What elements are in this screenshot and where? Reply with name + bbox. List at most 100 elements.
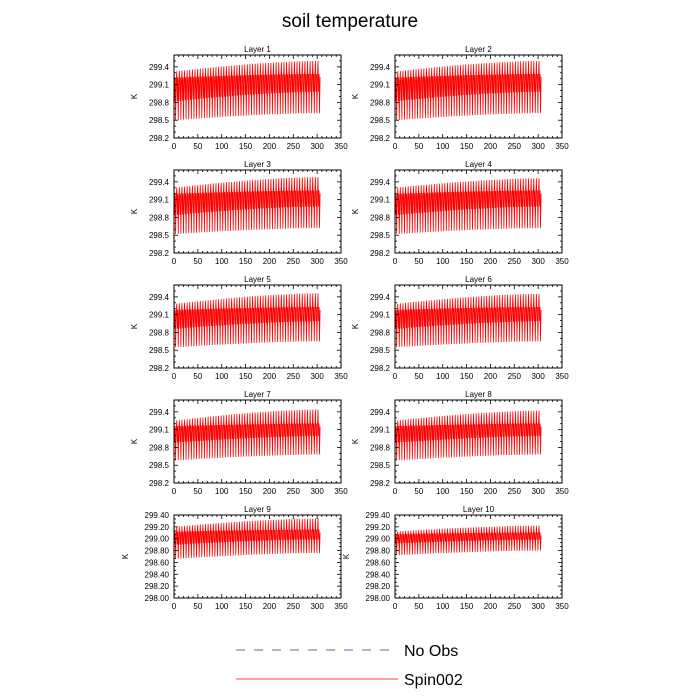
y-axis-label: K <box>351 93 360 99</box>
y-tick-label: 299.20 <box>145 523 170 532</box>
y-tick-label: 298.5 <box>149 346 170 355</box>
legend-item-spin002: Spin002 <box>236 672 463 689</box>
x-tick-label: 200 <box>484 372 498 381</box>
y-axis-label: K <box>351 323 360 329</box>
y-tick-label: 298.00 <box>145 594 170 603</box>
x-tick-label: 50 <box>414 257 423 266</box>
y-tick-label: 299.1 <box>149 426 170 435</box>
plot-frame <box>173 514 342 599</box>
x-tick-label: 250 <box>287 142 301 151</box>
y-axis-label: K <box>351 208 360 214</box>
x-tick-label: 100 <box>436 372 450 381</box>
y-axis-label: K <box>121 553 130 559</box>
y-tick-label: 299.4 <box>370 293 391 302</box>
panel-title: Layer 6 <box>465 275 492 284</box>
x-tick-label: 150 <box>239 257 253 266</box>
panel-9: Layer 9 0 50 100 150 200 250 300 350 298.00 298.20… <box>121 505 348 611</box>
panel-1: Layer 1 0 50 100 150 200 250 300 350 298.2 298.5 29… <box>130 45 348 151</box>
y-tick-label: 299.20 <box>366 523 391 532</box>
x-tick-label: 350 <box>555 602 569 611</box>
y-tick-label: 298.5 <box>149 461 170 470</box>
x-tick-label: 300 <box>531 602 545 611</box>
x-tick-label: 50 <box>193 602 202 611</box>
y-tick-label: 299.40 <box>366 511 391 520</box>
y-tick-label: 298.2 <box>149 249 170 258</box>
panel-8: Layer 8 0 50 100 150 200 250 300 350 298.2 298.5 29… <box>351 390 569 496</box>
x-tick-label: 300 <box>310 142 324 151</box>
x-tick-label: 0 <box>172 257 177 266</box>
x-tick-label: 50 <box>414 142 423 151</box>
x-tick-label: 300 <box>310 602 324 611</box>
x-tick-label: 0 <box>393 487 398 496</box>
panel-6: Layer 6 0 50 100 150 200 250 300 350 298.2 298.5 29… <box>351 275 569 381</box>
x-tick-label: 0 <box>172 142 177 151</box>
x-tick-label: 350 <box>555 257 569 266</box>
x-tick-label: 100 <box>215 487 229 496</box>
legend-label: No Obs <box>404 643 458 660</box>
x-tick-label: 50 <box>193 372 202 381</box>
y-tick-label: 298.60 <box>145 558 170 567</box>
x-tick-label: 100 <box>436 142 450 151</box>
y-tick-label: 298.40 <box>366 570 391 579</box>
y-tick-label: 298.80 <box>366 547 391 556</box>
y-axis-label: K <box>130 208 139 214</box>
panel-title: Layer 3 <box>244 160 271 169</box>
panel-3: Layer 3 0 50 100 150 200 250 300 350 298.2 298.5 29… <box>130 160 348 266</box>
x-tick-label: 250 <box>508 372 522 381</box>
x-tick-label: 50 <box>193 487 202 496</box>
x-tick-label: 350 <box>555 372 569 381</box>
x-tick-label: 100 <box>215 372 229 381</box>
x-tick-label: 150 <box>239 142 253 151</box>
series-line-spin002 <box>394 293 542 369</box>
y-tick-label: 298.8 <box>149 328 170 337</box>
y-tick-label: 298.5 <box>370 231 391 240</box>
x-tick-label: 200 <box>484 257 498 266</box>
series-line-spin002 <box>173 409 321 484</box>
x-tick-label: 200 <box>263 602 277 611</box>
series-line-spin002 <box>394 525 542 599</box>
x-tick-label: 300 <box>310 257 324 266</box>
x-tick-label: 150 <box>460 487 474 496</box>
y-tick-label: 298.40 <box>145 570 170 579</box>
x-tick-label: 100 <box>215 602 229 611</box>
legend-item-no-obs: No Obs <box>236 643 458 660</box>
panel-2: Layer 2 0 50 100 150 200 250 300 350 298.2 298.5 29… <box>351 45 569 151</box>
y-tick-label: 298.5 <box>370 346 391 355</box>
y-axis-label: K <box>130 323 139 329</box>
panel-grid: Layer 10 50 100 150 200 250 300 350 298.2 298.5 29… <box>121 45 569 611</box>
panel-title: Layer 4 <box>465 160 492 169</box>
panel-title: Layer 10 <box>463 505 495 514</box>
x-tick-label: 300 <box>310 487 324 496</box>
x-tick-label: 200 <box>484 142 498 151</box>
x-tick-label: 100 <box>436 487 450 496</box>
x-tick-label: 200 <box>263 487 277 496</box>
x-tick-label: 250 <box>508 487 522 496</box>
y-tick-label: 298.8 <box>149 443 170 452</box>
y-tick-label: 298.8 <box>149 213 170 222</box>
y-tick-label: 299.1 <box>149 81 170 90</box>
panel-title: Layer 2 <box>465 45 492 54</box>
y-tick-label: 298.8 <box>370 213 391 222</box>
y-tick-label: 299.1 <box>370 196 391 205</box>
y-tick-label: 299.00 <box>145 535 170 544</box>
x-tick-label: 250 <box>508 257 522 266</box>
y-tick-label: 298.80 <box>145 547 170 556</box>
x-tick-label: 300 <box>531 372 545 381</box>
x-tick-label: 100 <box>436 602 450 611</box>
x-tick-label: 200 <box>484 487 498 496</box>
y-tick-label: 299.4 <box>370 408 391 417</box>
x-tick-label: 350 <box>555 487 569 496</box>
x-tick-label: 200 <box>263 142 277 151</box>
legend-label: Spin002 <box>404 672 463 689</box>
y-tick-label: 298.8 <box>370 443 391 452</box>
y-tick-label: 298.2 <box>370 249 391 258</box>
x-tick-label: 0 <box>172 487 177 496</box>
y-tick-label: 298.5 <box>149 231 170 240</box>
y-tick-label: 298.8 <box>149 98 170 107</box>
y-tick-label: 299.4 <box>370 178 391 187</box>
series-line-spin002 <box>394 410 542 484</box>
y-tick-label: 299.4 <box>149 63 170 72</box>
x-tick-label: 150 <box>239 602 253 611</box>
x-tick-label: 0 <box>393 602 398 611</box>
y-axis-label: K <box>130 93 139 99</box>
